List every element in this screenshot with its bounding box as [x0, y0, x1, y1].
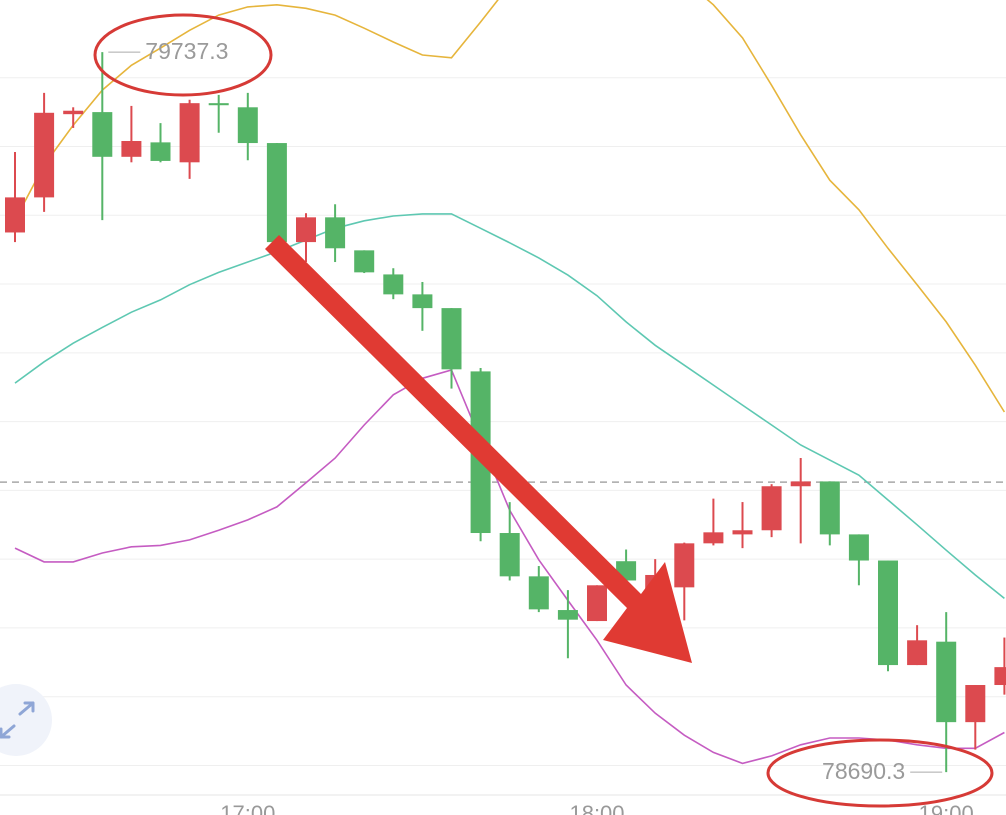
candle-body [790, 481, 811, 487]
candle-body [121, 140, 142, 157]
band-line [14, 0, 1006, 413]
candle-body [92, 112, 113, 157]
expand-button[interactable] [0, 684, 52, 756]
candle-body [383, 274, 404, 295]
candle-body [878, 560, 898, 666]
expand-button-bg[interactable] [0, 684, 52, 756]
candle-body [412, 294, 433, 309]
highlight-ellipse [93, 13, 273, 97]
min-label: 78690.3 [822, 758, 905, 784]
trend-arrow [265, 235, 692, 663]
candle-body [674, 543, 695, 588]
candle-body [296, 217, 316, 243]
candles [5, 52, 1006, 773]
expand-icon[interactable] [0, 701, 35, 739]
x-tick-label: 19:00 [919, 801, 974, 815]
candle-body [994, 667, 1006, 686]
candle-body [761, 486, 782, 531]
candle-body [848, 534, 869, 561]
candle-body [325, 217, 346, 249]
candle-body [587, 585, 607, 622]
candle-body [703, 532, 724, 544]
candle-body [528, 576, 549, 610]
candle-body [179, 103, 200, 163]
bands [14, 0, 1006, 765]
candle-body [63, 110, 84, 115]
candle-body [150, 142, 171, 161]
candle-body [819, 481, 840, 535]
x-tick-labels: 17:00 18:00 19:00 [220, 801, 973, 815]
candle-body [237, 107, 258, 144]
candle-body [34, 112, 55, 198]
annotations: 79737.3 78690.3 [108, 38, 943, 784]
x-tick-label: 17:00 [220, 801, 275, 815]
candle-body [557, 610, 578, 620]
candle-body [5, 197, 25, 233]
candle-body [266, 143, 287, 243]
candle-body [965, 685, 986, 723]
grid [0, 77, 1006, 766]
highlight-ellipse [766, 738, 994, 808]
candle-body [907, 640, 928, 666]
candle-body [936, 641, 957, 723]
band-line [14, 213, 1005, 600]
candle-body [499, 533, 520, 577]
candle-body [441, 308, 462, 370]
candle-body [354, 250, 375, 273]
candle-body [732, 530, 753, 535]
x-tick-label: 18:00 [569, 801, 624, 815]
candle-body [208, 103, 229, 106]
max-label: 79737.3 [145, 38, 228, 64]
